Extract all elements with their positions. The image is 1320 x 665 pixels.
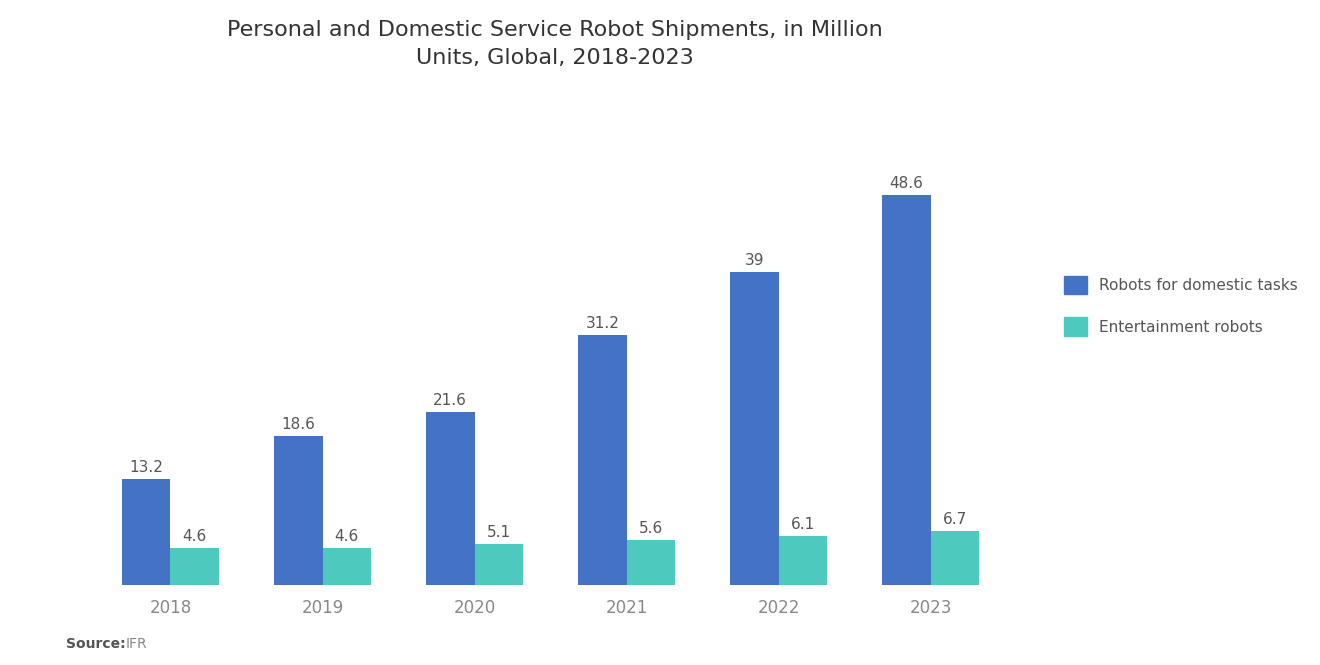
Text: 48.6: 48.6 bbox=[890, 176, 924, 191]
Bar bbox=[273, 436, 322, 585]
Text: 6.1: 6.1 bbox=[791, 517, 816, 532]
Text: IFR: IFR bbox=[125, 637, 147, 652]
Text: 4.6: 4.6 bbox=[335, 529, 359, 544]
Text: 4.6: 4.6 bbox=[182, 529, 207, 544]
Text: 13.2: 13.2 bbox=[129, 460, 164, 475]
Bar bbox=[322, 548, 371, 585]
Text: 5.6: 5.6 bbox=[639, 521, 663, 536]
Bar bbox=[931, 531, 979, 585]
Bar bbox=[730, 272, 779, 585]
Text: 21.6: 21.6 bbox=[433, 393, 467, 408]
Text: 31.2: 31.2 bbox=[585, 316, 619, 331]
Bar bbox=[627, 540, 676, 585]
Text: Source:: Source: bbox=[66, 637, 125, 652]
Title: Personal and Domestic Service Robot Shipments, in Million
Units, Global, 2018-20: Personal and Domestic Service Robot Ship… bbox=[227, 20, 882, 68]
Text: 6.7: 6.7 bbox=[942, 513, 968, 527]
Bar bbox=[475, 544, 523, 585]
Text: 18.6: 18.6 bbox=[281, 417, 315, 432]
Bar bbox=[578, 334, 627, 585]
Bar bbox=[121, 479, 170, 585]
Text: 5.1: 5.1 bbox=[487, 525, 511, 540]
Legend: Robots for domestic tasks, Entertainment robots: Robots for domestic tasks, Entertainment… bbox=[1056, 268, 1305, 344]
Bar bbox=[426, 412, 475, 585]
Bar bbox=[170, 548, 219, 585]
Text: 39: 39 bbox=[744, 253, 764, 268]
Bar bbox=[882, 195, 931, 585]
Bar bbox=[779, 536, 828, 585]
